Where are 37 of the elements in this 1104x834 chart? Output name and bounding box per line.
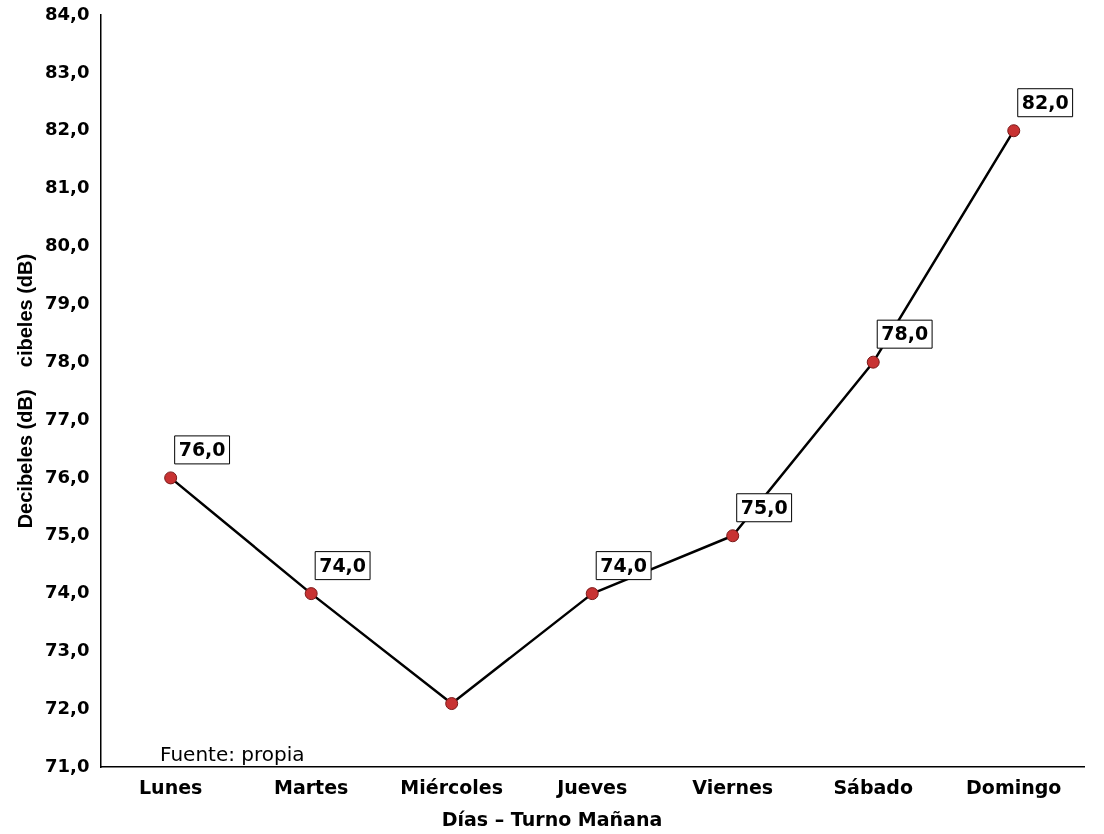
- data-label: 74,0: [600, 553, 648, 576]
- point: [866, 355, 880, 369]
- y-tick-label: 77,0: [44, 407, 90, 429]
- y-tick-label: 83,0: [44, 60, 90, 82]
- y-tick-label: 76,0: [44, 465, 90, 487]
- annotation: Fuente: propia: [160, 742, 305, 766]
- x-tick-label: Domingo: [966, 775, 1062, 798]
- point: [304, 587, 318, 601]
- x-axis-title: Días – Turno Mañana: [440, 808, 664, 830]
- x-tick-label: Jueves: [555, 775, 628, 798]
- data-label: 78,0: [881, 322, 929, 345]
- data-label: 76,0: [178, 437, 226, 460]
- y-tick-label: 81,0: [44, 176, 90, 198]
- point: [726, 529, 740, 543]
- x-tick-label: Viernes: [692, 775, 774, 798]
- y-tick-label: 78,0: [44, 349, 90, 371]
- y-tick-label: 79,0: [44, 291, 90, 313]
- y-tick-label: 82,0: [44, 118, 90, 140]
- y-tick-label: 74,0: [44, 581, 90, 603]
- y-axis-title: Decibeles (dB) cibeles (dB): [13, 253, 36, 529]
- y-tick-label: 72,0: [44, 697, 90, 719]
- y-tick-label: 71,0: [44, 754, 90, 776]
- point: [164, 471, 178, 485]
- data-label: 82,0: [1021, 90, 1069, 113]
- y-tick-label: 73,0: [44, 639, 90, 661]
- x-tick-label: Miércoles: [400, 775, 504, 798]
- point: [445, 697, 459, 711]
- point: [585, 587, 599, 601]
- y-tick-label: 80,0: [44, 234, 90, 256]
- y-tick-label: 75,0: [44, 523, 90, 545]
- data-label: 75,0: [740, 495, 788, 518]
- point: [1007, 124, 1021, 138]
- x-tick-label: Lunes: [138, 775, 203, 798]
- data-label: 74,0: [319, 553, 367, 576]
- x-tick-label: Martes: [273, 775, 349, 798]
- x-tick-label: Sábado: [833, 775, 914, 798]
- y-tick-label: 84,0: [44, 2, 90, 24]
